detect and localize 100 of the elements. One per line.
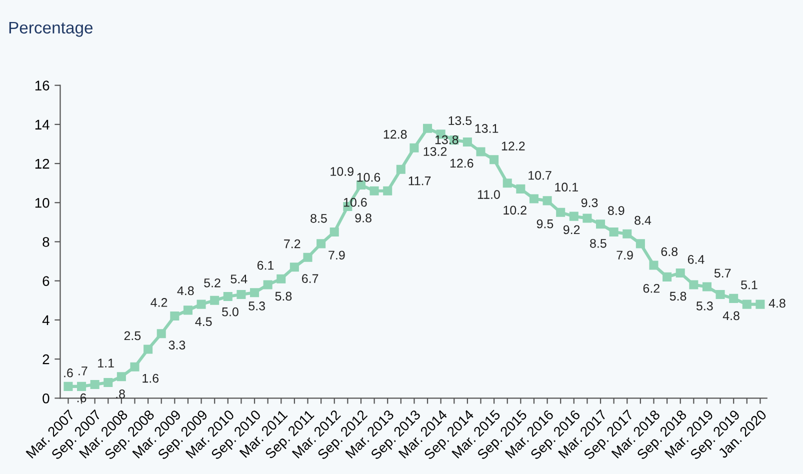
data-label: 5.0 (222, 307, 238, 316)
data-label: 4.8 (722, 311, 740, 320)
data-label: 6.4 (688, 255, 704, 264)
y-tick-label: 0 (42, 393, 50, 404)
point (622, 229, 632, 238)
data-label: 10.2 (504, 206, 526, 215)
data-label: 10.9 (330, 167, 354, 176)
y-tick-label: 4 (42, 315, 50, 325)
y-tick-label: 6 (42, 276, 50, 286)
data-label: 1.1 (98, 358, 114, 368)
point (156, 329, 166, 338)
point (116, 372, 126, 382)
data-label: .8 (116, 390, 125, 398)
point (462, 138, 472, 147)
y-tick-label: 14 (35, 120, 50, 130)
data-label: 4.5 (195, 317, 212, 326)
data-label: 10.7 (528, 170, 552, 180)
point (250, 288, 260, 298)
data-label: 8.5 (310, 214, 327, 223)
data-label: 8.9 (608, 206, 624, 215)
data-label: 13.5 (448, 116, 472, 126)
data-label: 12.2 (502, 142, 525, 150)
point (742, 300, 752, 309)
point (77, 382, 86, 391)
point (702, 282, 712, 292)
y-tick-label: 2 (42, 354, 50, 364)
point (556, 208, 566, 217)
point (662, 272, 672, 282)
y-tick-label: 8 (42, 237, 50, 247)
point (689, 280, 698, 290)
data-label: 5.3 (696, 302, 713, 310)
data-label: 4.8 (177, 286, 194, 296)
data-label: 7.9 (616, 250, 633, 260)
point (290, 262, 299, 272)
data-label: 5.8 (670, 292, 686, 301)
point (183, 306, 192, 315)
point (196, 300, 206, 309)
point (636, 239, 645, 248)
point (649, 260, 658, 270)
data-label: 9.8 (355, 214, 372, 222)
data-label: 6.1 (257, 260, 274, 270)
point (729, 294, 738, 303)
data-label: .7 (78, 366, 88, 376)
data-label: .6 (64, 368, 73, 378)
data-label: 7.9 (328, 250, 345, 260)
point (716, 290, 725, 300)
data-label: 1.6 (142, 374, 159, 383)
data-label: 8.5 (590, 238, 606, 248)
point (756, 300, 765, 309)
point (330, 227, 339, 236)
chart-title: Percentage (9, 22, 93, 37)
data-label: 8.4 (634, 216, 652, 225)
y-tick-label: 16 (35, 80, 50, 90)
y-tick-label: 12 (35, 158, 50, 169)
point (423, 124, 432, 133)
data-label: 10.6 (344, 198, 367, 207)
point (263, 280, 272, 290)
point (396, 164, 406, 174)
point (303, 252, 312, 262)
point (383, 186, 392, 196)
data-label: 5.7 (714, 268, 731, 278)
data-label: 4.2 (150, 298, 168, 307)
point (490, 155, 499, 164)
data-label: 9.2 (563, 225, 580, 234)
point (104, 378, 113, 388)
data-label: 5.4 (230, 274, 248, 284)
point (476, 147, 486, 156)
data-label: 12.6 (450, 158, 474, 168)
point (370, 186, 379, 196)
data-label: 5.3 (248, 302, 265, 310)
data-label: 6.8 (661, 247, 678, 256)
y-tick-label: 10 (35, 198, 50, 208)
data-label: 10.6 (357, 172, 380, 182)
point (410, 143, 419, 152)
point (316, 239, 326, 248)
data-label: 9.3 (581, 198, 598, 208)
point (582, 214, 592, 223)
data-label: 11.7 (408, 176, 431, 186)
point (144, 344, 153, 354)
point (569, 212, 578, 221)
data-label: 5.8 (275, 292, 292, 301)
point (223, 292, 232, 301)
data-label: 13.1 (475, 124, 498, 133)
point (130, 362, 140, 372)
data-label: 13.2 (424, 147, 447, 156)
data-label: 9.5 (536, 219, 554, 228)
point (609, 227, 618, 236)
point (502, 178, 512, 188)
point (64, 382, 73, 391)
point (676, 268, 685, 278)
data-label: 6.7 (302, 274, 318, 284)
data-label: 3.3 (168, 340, 186, 350)
data-label: 12.8 (384, 130, 407, 139)
point (210, 296, 220, 305)
point (276, 274, 286, 284)
data-label: 6.2 (643, 284, 660, 293)
point (596, 220, 606, 229)
data-label: 4.8 (768, 298, 786, 308)
data-label: 7.2 (284, 239, 300, 248)
point (170, 312, 180, 321)
